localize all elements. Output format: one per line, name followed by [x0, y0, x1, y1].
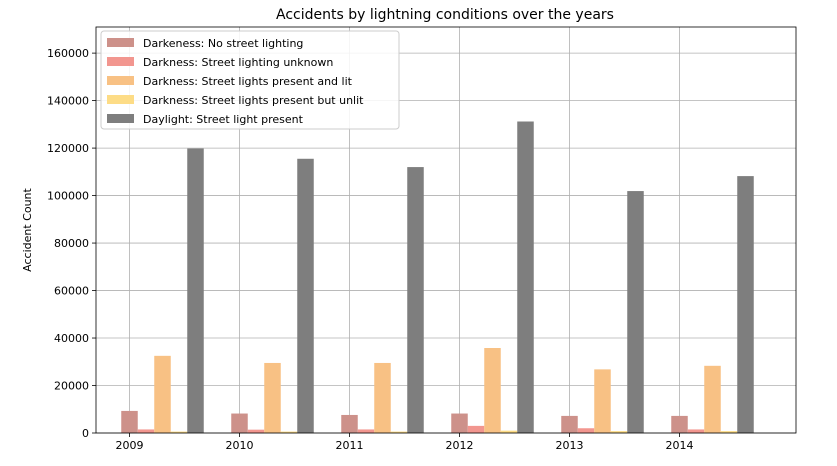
legend-label: Darkness: Street lights present but unli…	[143, 94, 364, 107]
legend-swatch	[107, 76, 134, 85]
bar-1-2009	[137, 429, 155, 433]
y-tick-label: 160000	[47, 47, 89, 60]
y-tick-label: 60000	[54, 285, 89, 298]
bar-4-2011	[407, 167, 424, 433]
y-tick-label: 40000	[54, 332, 89, 345]
x-tick-label: 2014	[666, 439, 694, 452]
bar-1-2012	[467, 425, 485, 433]
bar-0-2014	[671, 415, 688, 433]
legend-swatch	[107, 95, 134, 104]
bar-1-2010	[247, 429, 265, 433]
y-tick-label: 100000	[47, 190, 89, 203]
legend-box	[100, 30, 400, 130]
bars-layer	[121, 121, 754, 434]
bar-0-2013	[561, 415, 578, 433]
bar-3-2014	[720, 431, 738, 433]
bar-0-2009	[121, 410, 138, 433]
x-tick-label: 2011	[336, 439, 364, 452]
x-tick-label: 2009	[116, 439, 144, 452]
bar-4-2010	[297, 158, 314, 434]
bar-0-2011	[341, 414, 358, 433]
bar-2-2010	[264, 362, 281, 433]
bar-4-2012	[517, 121, 534, 433]
bar-1-2013	[577, 428, 595, 433]
x-tick-label: 2012	[446, 439, 474, 452]
bar-2-2011	[374, 362, 391, 433]
legend-label: Darkness: Street lights present and lit	[143, 75, 353, 88]
y-tick-label: 120000	[47, 142, 89, 155]
bar-2-2013	[594, 369, 611, 433]
bar-4-2013	[627, 191, 644, 433]
y-tick-label: 20000	[54, 380, 89, 393]
x-tick-label: 2013	[556, 439, 584, 452]
legend-label: Darkeness: No street lighting	[143, 37, 303, 50]
plot-frame	[95, 26, 797, 434]
bar-2-2012	[484, 348, 501, 433]
legend-swatch	[107, 57, 134, 66]
bar-3-2012	[500, 430, 518, 433]
axes-layer: 0 20000 40000 60000 80000 100000 120000 140000 1…	[47, 26, 797, 452]
legend: Darkeness: No street lighting Darkness: S…	[100, 30, 400, 130]
bar-2-2009	[154, 355, 171, 433]
legend-label: Darkness: Street lighting unknown	[143, 56, 333, 69]
bar-3-2010	[280, 431, 298, 433]
legend-swatch	[107, 38, 134, 47]
bar-4-2009	[187, 148, 204, 434]
y-axis-label: Accident Count	[21, 187, 34, 271]
chart-title: Accidents by lightning conditions over t…	[276, 7, 614, 23]
y-tick-label: 140000	[47, 95, 89, 108]
bar-2-2014	[704, 365, 721, 433]
bar-1-2014	[687, 429, 705, 433]
bar-0-2010	[231, 413, 248, 433]
x-tick-label: 2010	[226, 439, 254, 452]
bar-0-2012	[451, 413, 468, 433]
bar-3-2009	[170, 431, 188, 433]
y-tick-label: 0	[82, 427, 89, 440]
bar-1-2011	[357, 429, 375, 433]
bar-3-2011	[390, 431, 408, 433]
bar-4-2014	[737, 176, 754, 433]
bar-3-2013	[610, 431, 628, 433]
y-tick-label: 80000	[54, 237, 89, 250]
legend-swatch	[107, 114, 134, 123]
legend-label: Daylight: Street light present	[143, 113, 304, 126]
